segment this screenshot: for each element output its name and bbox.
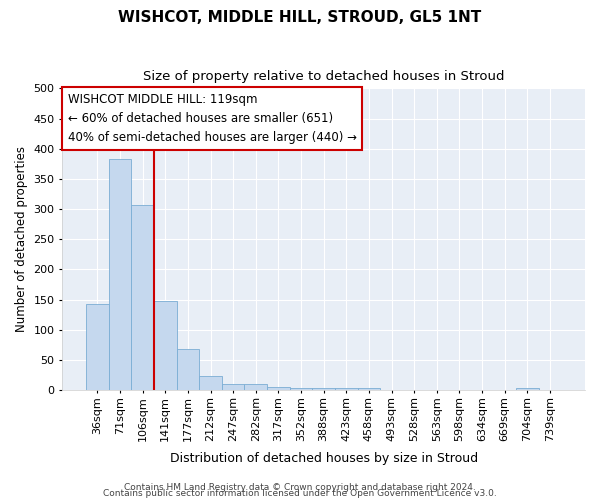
Text: WISHCOT, MIDDLE HILL, STROUD, GL5 1NT: WISHCOT, MIDDLE HILL, STROUD, GL5 1NT — [118, 10, 482, 25]
Bar — [109, 159, 131, 390]
Text: WISHCOT MIDDLE HILL: 119sqm
← 60% of detached houses are smaller (651)
40% of se: WISHCOT MIDDLE HILL: 119sqm ← 60% of det… — [68, 93, 356, 144]
Bar — [358, 388, 380, 390]
Bar — [86, 304, 109, 390]
Bar — [516, 388, 539, 390]
Bar — [290, 388, 313, 390]
Bar — [313, 388, 335, 390]
Bar — [222, 384, 244, 390]
Bar — [244, 384, 267, 390]
Bar — [335, 388, 358, 390]
Title: Size of property relative to detached houses in Stroud: Size of property relative to detached ho… — [143, 70, 505, 83]
Text: Contains public sector information licensed under the Open Government Licence v3: Contains public sector information licen… — [103, 490, 497, 498]
Bar — [176, 348, 199, 390]
Bar — [267, 387, 290, 390]
Bar — [199, 376, 222, 390]
Bar — [131, 205, 154, 390]
Bar — [154, 301, 176, 390]
Text: Contains HM Land Registry data © Crown copyright and database right 2024.: Contains HM Land Registry data © Crown c… — [124, 484, 476, 492]
X-axis label: Distribution of detached houses by size in Stroud: Distribution of detached houses by size … — [170, 452, 478, 465]
Y-axis label: Number of detached properties: Number of detached properties — [15, 146, 28, 332]
